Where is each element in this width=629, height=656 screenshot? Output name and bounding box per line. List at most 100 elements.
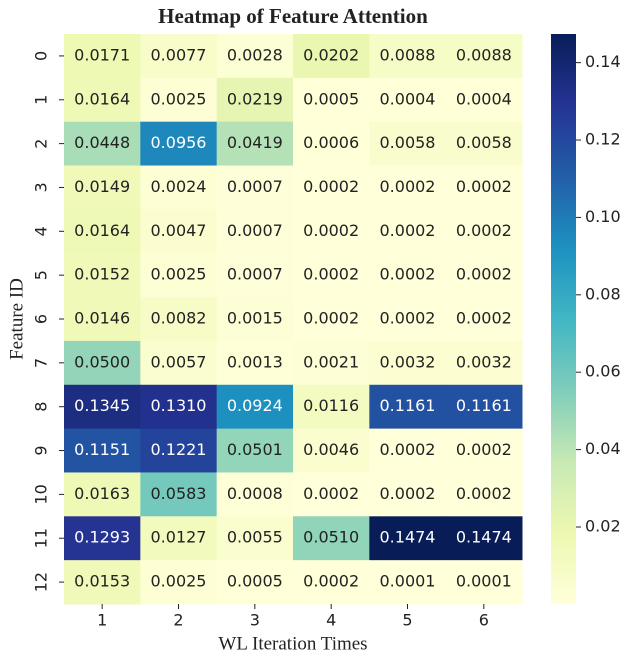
- y-tick-label: 5: [32, 270, 51, 280]
- heatmap-cell: [293, 516, 370, 561]
- cell-label: 0.0002: [456, 177, 512, 196]
- heatmap-cell: [293, 209, 370, 254]
- heatmap-cell: [64, 472, 141, 517]
- cell-label: 0.0501: [227, 440, 283, 459]
- heatmap-cell: [445, 428, 523, 473]
- cell-label: 0.0088: [380, 45, 436, 64]
- heatmap-cell: [445, 121, 523, 167]
- x-tick-label: 3: [250, 611, 260, 630]
- cell-label: 0.0448: [74, 133, 130, 152]
- heatmap-cell: [445, 297, 523, 342]
- y-tick-label: 6: [32, 314, 51, 324]
- cell-label: 0.0046: [303, 440, 359, 459]
- cell-label: 0.1310: [151, 396, 207, 415]
- cell-label: 0.0025: [151, 572, 207, 591]
- cell-label: 0.0055: [227, 528, 283, 547]
- cell-label: 0.0510: [303, 528, 359, 547]
- cell-label: 0.0164: [74, 221, 130, 240]
- y-tick-label: 7: [32, 358, 51, 368]
- heatmap-cell: [293, 77, 370, 123]
- cell-label: 0.0032: [380, 352, 436, 371]
- heatmap-cell: [445, 253, 523, 298]
- cell-label: 0.0002: [380, 265, 436, 284]
- cell-label: 0.0015: [227, 309, 283, 328]
- heatmap-cell: [369, 516, 447, 561]
- cell-label: 0.0024: [151, 177, 207, 196]
- cell-label: 0.1474: [456, 528, 512, 547]
- heatmap-cell: [445, 209, 523, 254]
- heatmap-cell: [369, 165, 447, 210]
- colorbar-tick-label: 0.06: [585, 362, 621, 381]
- y-tick-label: 8: [32, 402, 51, 412]
- heatmap-cell: [140, 472, 218, 517]
- cell-label: 0.1161: [380, 396, 436, 415]
- cell-label: 0.0149: [74, 177, 130, 196]
- heatmap-cell: [216, 121, 294, 167]
- colorbar-tick-label: 0.08: [585, 284, 621, 303]
- cell-label: 0.0583: [151, 484, 207, 503]
- cell-label: 0.1151: [74, 440, 130, 459]
- heatmap-cell: [140, 516, 218, 561]
- heatmap-cell: [140, 297, 218, 342]
- cell-label: 0.0021: [303, 352, 359, 371]
- cell-label: 0.0002: [303, 265, 359, 284]
- cell-label: 0.1161: [456, 396, 512, 415]
- heatmap-cell: [140, 253, 218, 298]
- cell-label: 0.0002: [456, 221, 512, 240]
- cell-label: 0.0153: [74, 572, 130, 591]
- heatmap-cell: [293, 165, 370, 210]
- heatmap-cell: [369, 560, 447, 605]
- cell-label: 0.0001: [380, 572, 436, 591]
- heatmap-cell: [293, 121, 370, 167]
- heatmap-cell: [369, 121, 447, 167]
- heatmap-cell: [64, 428, 141, 473]
- heatmap-cell: [445, 560, 523, 605]
- cell-label: 0.0924: [227, 396, 283, 415]
- cell-label: 0.0500: [74, 352, 130, 371]
- x-tick-label: 5: [402, 611, 412, 630]
- cell-label: 0.0419: [227, 133, 283, 152]
- cell-label: 0.0002: [456, 484, 512, 503]
- heatmap-cell: [64, 384, 141, 430]
- cell-label: 0.0077: [151, 45, 207, 64]
- heatmap-cell: [216, 428, 294, 473]
- heatmap-cell: [445, 384, 523, 430]
- heatmap-cell: [445, 472, 523, 517]
- cell-label: 0.0008: [227, 484, 283, 503]
- cell-label: 0.1345: [74, 396, 130, 415]
- cell-label: 0.0002: [303, 572, 359, 591]
- heatmap-cell: [293, 34, 370, 79]
- heatmap-cell: [216, 297, 294, 342]
- heatmap-cell: [369, 472, 447, 517]
- cell-label: 0.0202: [303, 45, 359, 64]
- heatmap-cell: [64, 165, 141, 210]
- heatmap-cell: [445, 77, 523, 123]
- heatmap-cell: [369, 77, 447, 123]
- heatmap-cell: [64, 209, 141, 254]
- heatmap-cell: [140, 34, 218, 79]
- y-tick-label: 4: [32, 226, 51, 236]
- cell-label: 0.0116: [303, 396, 359, 415]
- y-tick-label: 10: [32, 484, 51, 504]
- heatmap-cell: [293, 384, 370, 430]
- y-tick-label: 12: [32, 572, 51, 592]
- y-tick-label: 3: [32, 182, 51, 192]
- heatmap-cell: [293, 560, 370, 605]
- heatmap-cell: [64, 340, 141, 386]
- cell-label: 0.0002: [456, 265, 512, 284]
- heatmap-cell: [216, 253, 294, 298]
- heatmap-cell: [140, 165, 218, 210]
- heatmap-cell: [369, 297, 447, 342]
- cell-label: 0.0164: [74, 89, 130, 108]
- x-tick-label: 1: [97, 611, 107, 630]
- heatmap-cell: [293, 472, 370, 517]
- heatmap-cell: [445, 165, 523, 210]
- cell-label: 0.0058: [456, 133, 512, 152]
- cell-label: 0.0127: [151, 528, 207, 547]
- cell-label: 0.0057: [151, 352, 207, 371]
- cell-label: 0.0146: [74, 309, 130, 328]
- heatmap-cell: [369, 253, 447, 298]
- x-tick-label: 2: [173, 611, 183, 630]
- cell-label: 0.0047: [151, 221, 207, 240]
